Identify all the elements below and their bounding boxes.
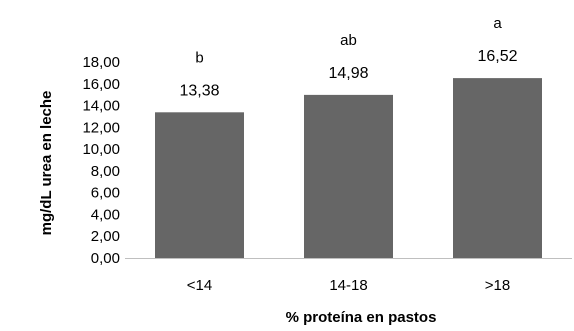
y-tick-label: 12,00 — [82, 119, 120, 136]
category-label: <14 — [187, 277, 212, 294]
y-tick-label: 10,00 — [82, 141, 120, 158]
x-axis-title: % proteína en pastos — [286, 309, 437, 326]
y-tick-label: 0,00 — [91, 250, 120, 267]
significance-letter: a — [493, 15, 502, 32]
category-labels: <14 14-18 >18 — [187, 277, 510, 294]
bar — [453, 78, 542, 258]
value-label: 13,38 — [179, 82, 219, 99]
value-labels: 13,38 14,98 16,52 — [179, 48, 517, 99]
y-tick-label: 18,00 — [82, 54, 120, 71]
bar — [155, 112, 244, 258]
y-tick-label: 16,00 — [82, 76, 120, 93]
category-label: 14-18 — [329, 277, 367, 294]
y-axis-title: mg/dL urea en leche — [38, 91, 55, 236]
y-axis-ticks: 0,00 2,00 4,00 6,00 8,00 10,00 12,00 14,00 16,00… — [82, 54, 120, 267]
y-tick-label: 8,00 — [91, 163, 120, 180]
significance-letter: ab — [340, 32, 357, 49]
value-label: 16,52 — [477, 48, 517, 65]
significance-labels: b ab a — [195, 15, 502, 66]
y-tick-label: 2,00 — [91, 228, 120, 245]
y-tick-label: 6,00 — [91, 185, 120, 202]
value-label: 14,98 — [328, 65, 368, 82]
bar — [304, 94, 393, 258]
significance-letter: b — [195, 49, 203, 66]
bars — [155, 78, 542, 258]
category-label: >18 — [485, 277, 510, 294]
y-tick-label: 4,00 — [91, 206, 120, 223]
y-tick-label: 14,00 — [82, 98, 120, 115]
